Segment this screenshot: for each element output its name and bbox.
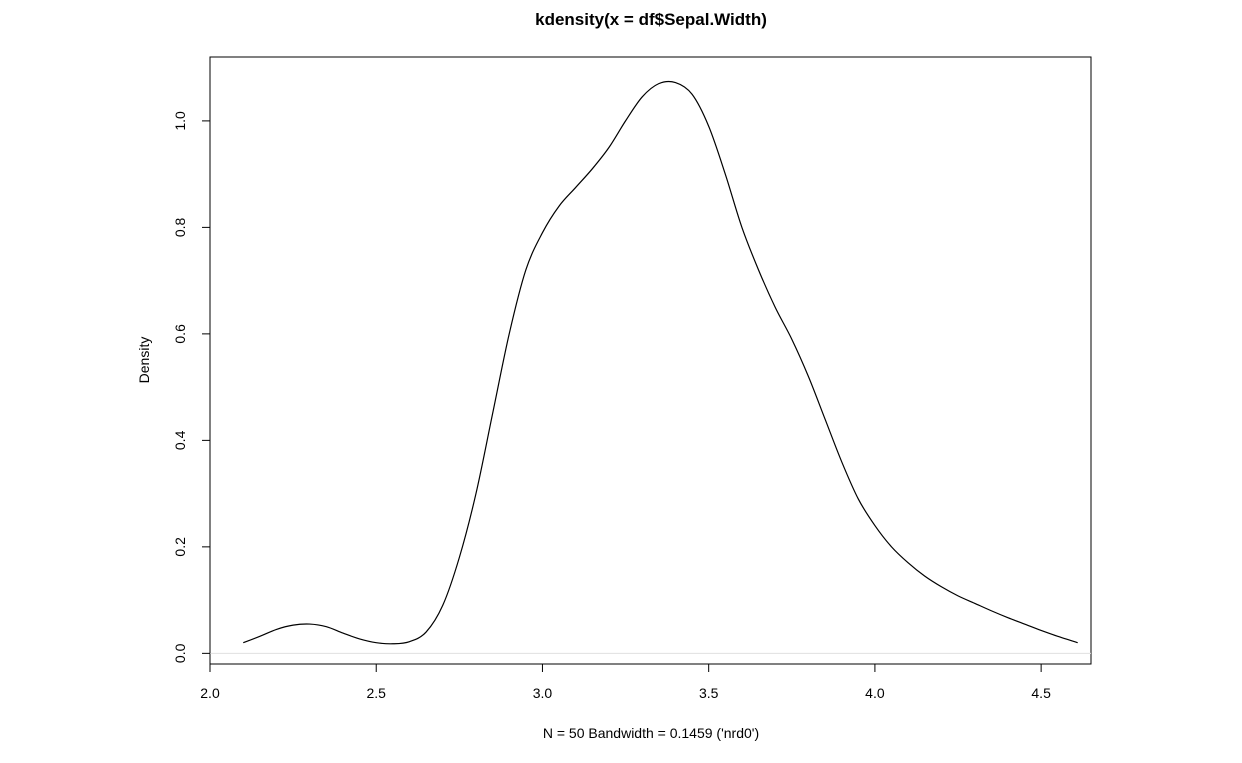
x-tick-label: 2.0 <box>200 685 220 701</box>
chart-title: kdensity(x = df$Sepal.Width) <box>535 10 767 29</box>
y-tick-label: 0.8 <box>172 217 188 237</box>
x-tick-label: 2.5 <box>366 685 386 701</box>
y-tick-label: 0.0 <box>172 643 188 663</box>
density-curve <box>243 80 1078 645</box>
y-axis-label: Density <box>136 337 152 384</box>
y-tick-label: 1.0 <box>172 111 188 131</box>
y-tick-label: 0.4 <box>172 430 188 450</box>
x-axis-label: N = 50 Bandwidth = 0.1459 ('nrd0') <box>543 725 759 741</box>
plot-layer: 2.0 2.5 3.0 3.5 4.0 4.5 0.0 0.2 0.4 0.6 0.8 1.0 <box>172 80 1091 701</box>
x-tick-label: 4.0 <box>865 685 885 701</box>
y-tick-label: 0.2 <box>172 537 188 557</box>
y-tick-label: 0.6 <box>172 324 188 344</box>
x-tick-label: 3.0 <box>533 685 553 701</box>
x-tick-label: 3.5 <box>699 685 719 701</box>
x-tick-label: 4.5 <box>1031 685 1051 701</box>
plot-frame <box>209 56 1092 665</box>
